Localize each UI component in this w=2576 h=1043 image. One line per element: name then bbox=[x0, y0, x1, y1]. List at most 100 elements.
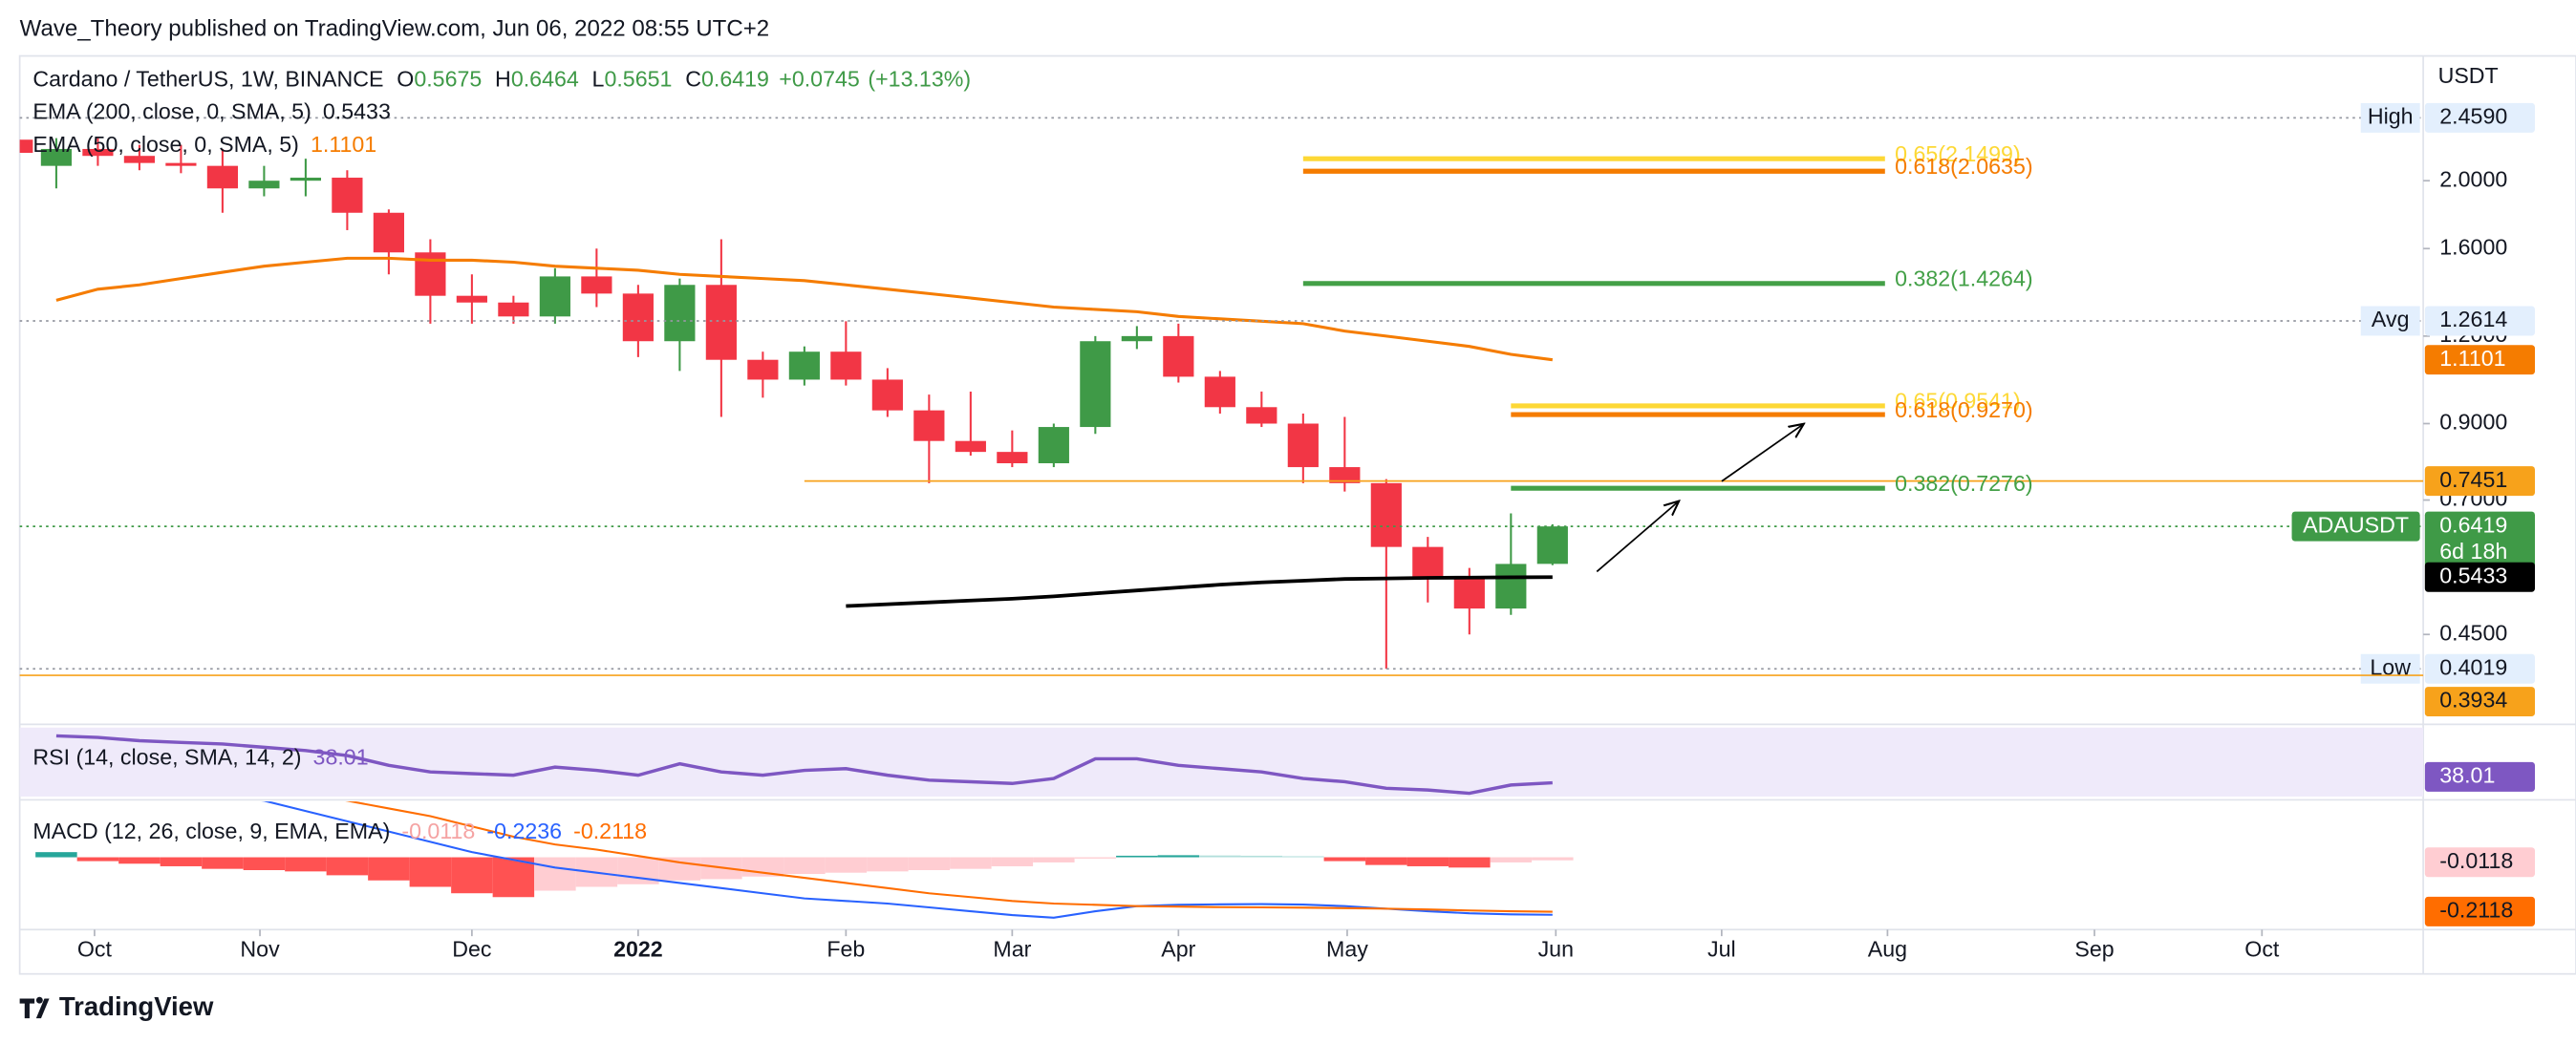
x-tick-label: Nov bbox=[240, 937, 280, 962]
legend-name: EMA (200, close, 0, SMA, 5) bbox=[32, 99, 311, 124]
marker-tag-text: 2.4590 bbox=[2439, 104, 2507, 129]
macd-tag: -0.0118 bbox=[2424, 847, 2536, 878]
candle-body bbox=[498, 302, 529, 317]
x-tick-label: Feb bbox=[826, 937, 865, 962]
candle-body bbox=[123, 156, 155, 163]
marker-tag-bg bbox=[2424, 102, 2536, 133]
main-legend: Cardano / TetherUS, 1W, BINANCE O0.5675 H0… bbox=[32, 66, 971, 91]
candle-body bbox=[40, 148, 73, 166]
macd-histogram-bar bbox=[285, 857, 327, 872]
rsi-band bbox=[19, 727, 2424, 797]
marker-name-bg bbox=[2360, 102, 2420, 133]
macd-histogram-bar bbox=[867, 857, 909, 872]
legend-name: RSI (14, close, SMA, 14, 2) bbox=[32, 745, 301, 770]
x-tick-label: May bbox=[1326, 937, 1368, 962]
rsi-tag-bg bbox=[2424, 761, 2536, 792]
price-tag-name-bg bbox=[2291, 511, 2420, 542]
legend-name: MACD (12, 26, close, 9, EMA, EMA) bbox=[32, 819, 390, 843]
marker-tag: 2.4590 bbox=[2424, 102, 2536, 133]
fib-label: 0.618(2.0635) bbox=[1895, 154, 2033, 179]
legend-value: -0.2236 bbox=[486, 819, 562, 843]
marker-name-bg bbox=[2360, 653, 2420, 684]
ema-legend: EMA (200, close, 0, SMA, 5) 0.5433 bbox=[32, 99, 390, 124]
macd-histogram-bar bbox=[1323, 857, 1366, 862]
candle-body bbox=[1329, 467, 1361, 483]
rsi-tag: 38.01 bbox=[2424, 761, 2536, 792]
ohlc-value: 0.6464 bbox=[511, 66, 579, 91]
candle-body bbox=[1038, 427, 1069, 464]
marker-name: Avg bbox=[2372, 307, 2410, 331]
candle-body bbox=[830, 351, 862, 380]
y-tick-label: 1.6000 bbox=[2439, 234, 2507, 259]
macd-histogram-bar bbox=[1282, 856, 1324, 858]
macd-histogram-bar bbox=[243, 857, 286, 871]
macd-histogram-bar bbox=[1240, 855, 1283, 858]
candle-body bbox=[997, 452, 1028, 464]
macd-line bbox=[262, 801, 1553, 919]
ema-line bbox=[846, 575, 1553, 608]
axis-unit: USDT bbox=[2438, 63, 2499, 88]
macd-histogram-bar bbox=[1365, 857, 1407, 865]
macd-histogram-bar bbox=[1074, 857, 1117, 859]
candle-body bbox=[1287, 423, 1319, 468]
macd-histogram-bar bbox=[1406, 857, 1449, 866]
fib-label: 0.618(0.9270) bbox=[1895, 397, 2033, 422]
rsi-line bbox=[55, 734, 1553, 796]
price-tag-value: 0.6419 bbox=[2439, 512, 2507, 537]
x-tick-label: Dec bbox=[452, 937, 491, 962]
rsi-legend: RSI (14, close, SMA, 14, 2) 38.01 bbox=[32, 745, 368, 770]
macd-histogram-bar bbox=[492, 857, 535, 898]
level-tag-text: 0.7451 bbox=[2439, 467, 2507, 492]
candle-body bbox=[332, 178, 363, 213]
candle-body bbox=[705, 285, 737, 360]
publisher: Wave_Theory published on TradingView.com… bbox=[20, 15, 770, 41]
macd-histogram-bar bbox=[534, 857, 576, 891]
fib-label: 0.65(2.1499) bbox=[1895, 141, 2021, 166]
macd-histogram-bar bbox=[160, 857, 203, 866]
ohlc-label: O bbox=[397, 66, 414, 91]
signal-line bbox=[346, 801, 1553, 913]
macd-histogram-bar bbox=[451, 857, 493, 894]
price-tag-bg bbox=[2424, 511, 2536, 568]
x-tick-label: 2022 bbox=[613, 937, 663, 962]
candle-body bbox=[871, 379, 903, 411]
candle-body bbox=[955, 440, 986, 453]
x-tick-label: Oct bbox=[77, 937, 113, 962]
brand-name: TradingView bbox=[59, 991, 214, 1021]
candle-body bbox=[456, 295, 487, 303]
candle-body bbox=[1412, 546, 1444, 580]
legend-name: EMA (50, close, 0, SMA, 5) bbox=[32, 132, 299, 157]
change-pct: (+13.13%) bbox=[868, 66, 971, 91]
candle-body bbox=[581, 276, 612, 294]
candle-body bbox=[206, 165, 238, 189]
ema-tag-bg bbox=[2424, 345, 2536, 375]
y-tick-label: 2.0000 bbox=[2439, 166, 2507, 191]
signal-tag: -0.2118 bbox=[2424, 896, 2536, 926]
legend-value: 38.01 bbox=[313, 745, 369, 770]
macd-histogram-bar bbox=[1199, 855, 1241, 858]
candle-body bbox=[539, 276, 570, 317]
ohlc-label: C bbox=[685, 66, 701, 91]
marker-tag-bg bbox=[2424, 653, 2536, 684]
candle-body bbox=[622, 293, 654, 342]
candle-body bbox=[788, 351, 820, 380]
fib-label: 0.382(1.4264) bbox=[1895, 266, 2033, 291]
candle-body bbox=[747, 359, 779, 380]
legend-swatch bbox=[19, 139, 33, 153]
macd-tag-bg bbox=[2424, 847, 2536, 878]
fib-label: 0.382(0.7276) bbox=[1895, 471, 2033, 496]
macd-histogram-bar bbox=[1532, 857, 1574, 861]
marker-tag-bg bbox=[2424, 306, 2536, 336]
candle-body bbox=[1536, 526, 1568, 564]
macd-histogram-bar bbox=[784, 857, 826, 875]
macd-histogram-bar bbox=[368, 857, 410, 881]
candle-body bbox=[913, 410, 945, 441]
marker-name: High bbox=[2368, 104, 2414, 129]
rsi-tag-text: 38.01 bbox=[2439, 762, 2495, 787]
y-tick-label: 0.9000 bbox=[2439, 410, 2507, 435]
candle-body bbox=[664, 285, 696, 342]
level-tag-bg bbox=[2424, 466, 2536, 497]
legend-value: -0.0118 bbox=[401, 819, 475, 843]
arrow bbox=[1596, 501, 1679, 573]
